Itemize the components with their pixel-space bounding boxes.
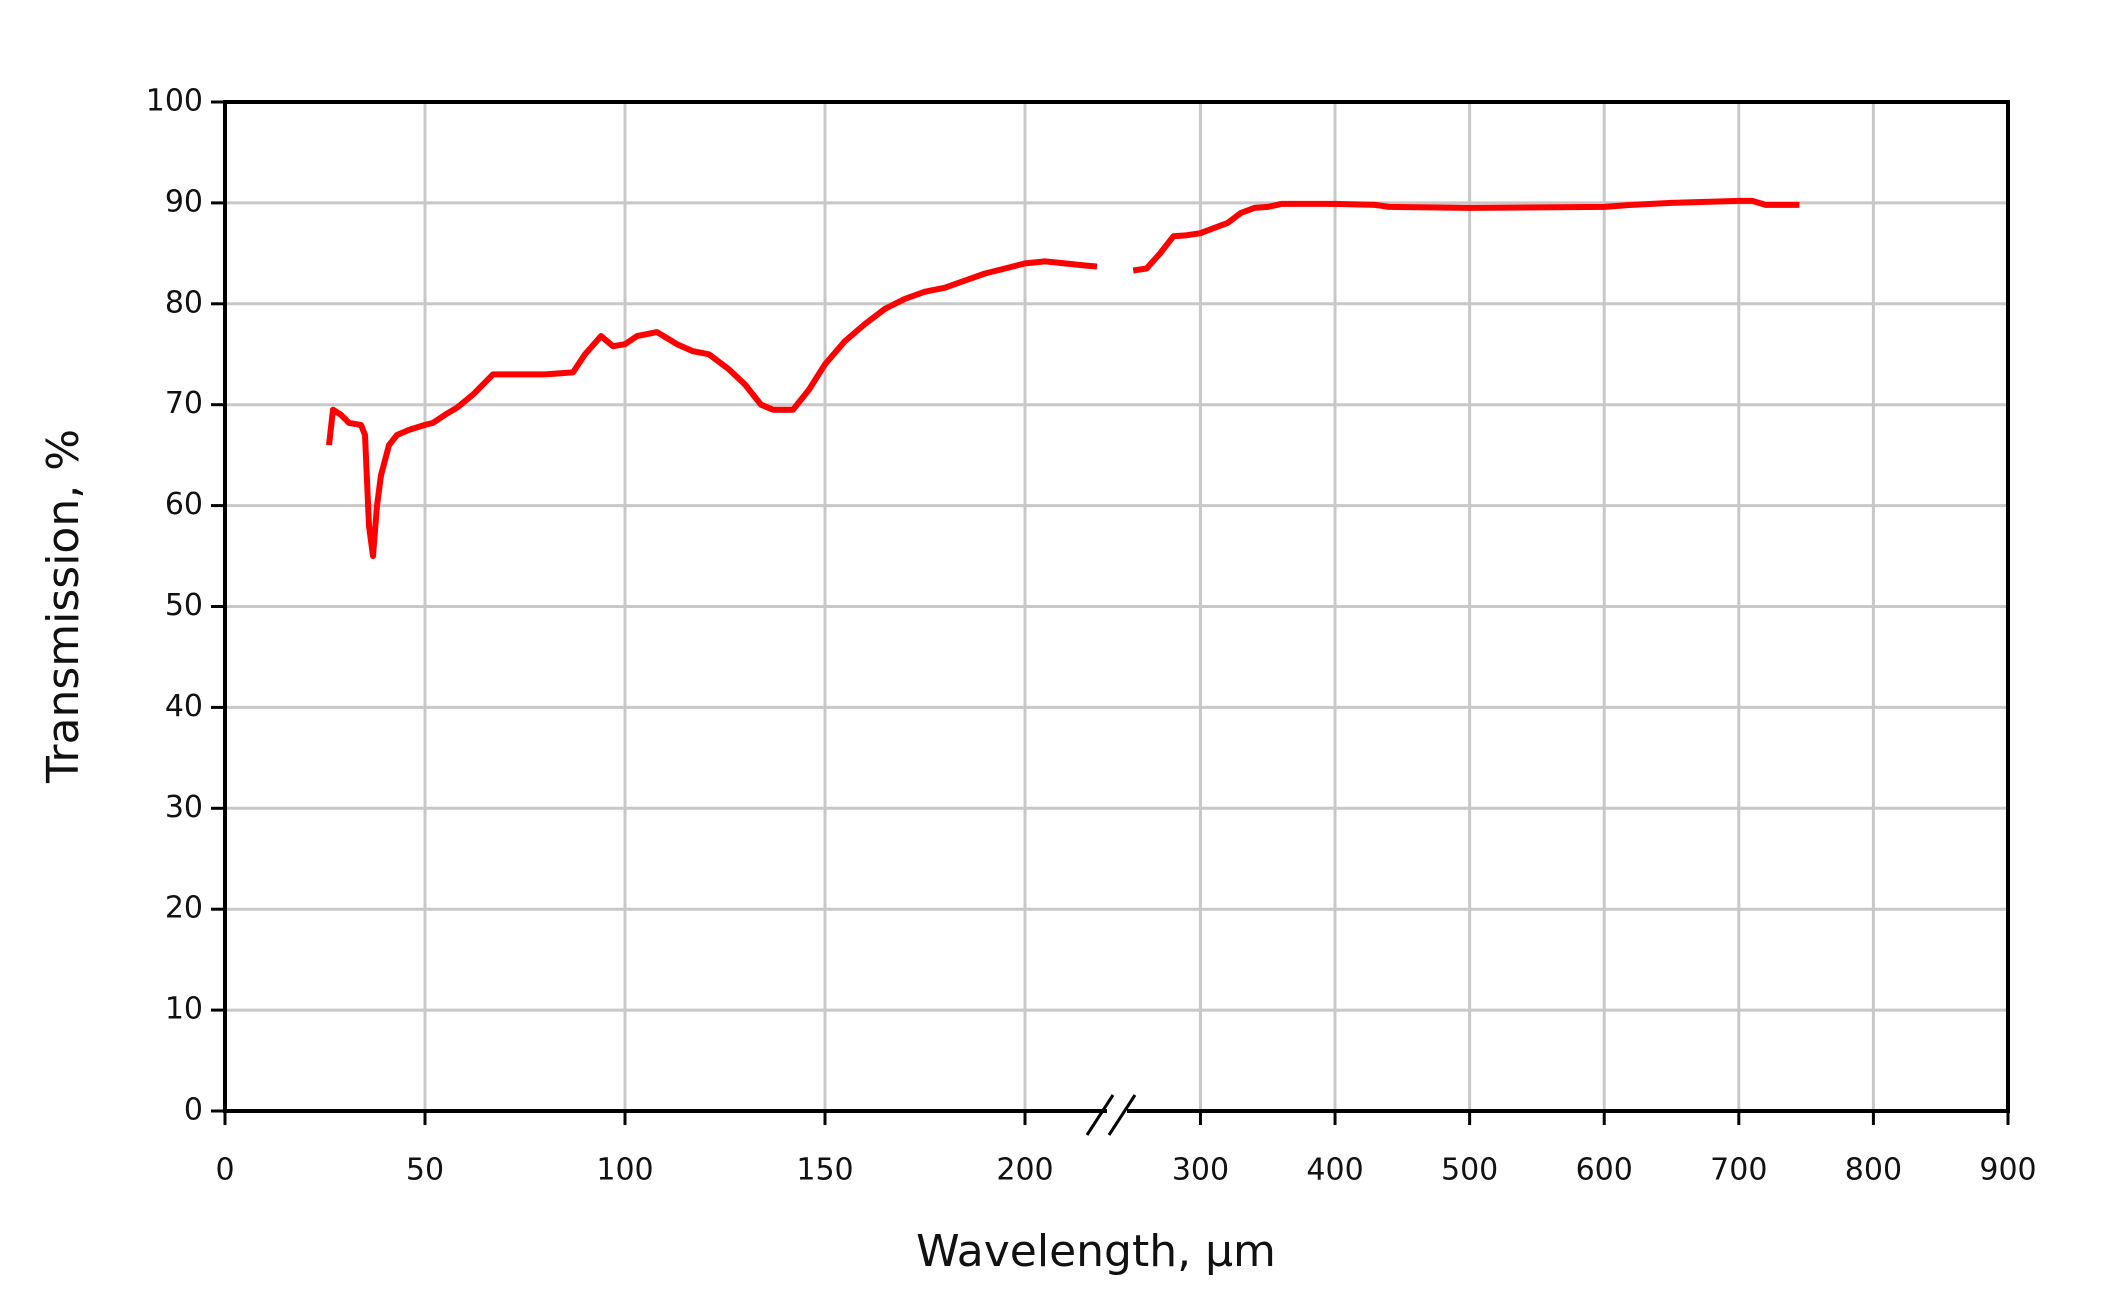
- grid: [211, 100, 2010, 1136]
- x-tick-label: 900: [1979, 1153, 2036, 1188]
- y-tick-label: 50: [165, 588, 203, 623]
- x-tick-label: 300: [1172, 1153, 1229, 1188]
- x-tick-label: 200: [996, 1153, 1053, 1188]
- x-tick-label: 800: [1845, 1153, 1902, 1188]
- x-tick-label: 50: [406, 1153, 444, 1188]
- y-tick-label: 100: [146, 84, 203, 119]
- y-tick-label: 30: [165, 790, 203, 825]
- y-tick-label: 0: [184, 1093, 203, 1128]
- axis-break: [1085, 1094, 1115, 1136]
- y-tick-label: 10: [165, 992, 203, 1027]
- axis-break: [1107, 1094, 1137, 1136]
- x-tick-label: 100: [596, 1153, 653, 1188]
- y-tick-label: 80: [165, 285, 203, 320]
- x-tick-label: 400: [1306, 1153, 1363, 1188]
- x-axis-title: Wavelength, µm: [916, 1226, 1276, 1277]
- y-axis-title: Transmission, %: [38, 429, 89, 784]
- x-tick-label: 600: [1576, 1153, 1633, 1188]
- x-tick-label: 150: [796, 1153, 853, 1188]
- y-tick-label: 20: [165, 891, 203, 926]
- plot-area: [326, 197, 1800, 559]
- x-tick-label: 0: [215, 1153, 234, 1188]
- y-tick-label: 60: [165, 487, 203, 522]
- data-line: [326, 258, 1098, 559]
- x-tick-label: 700: [1710, 1153, 1767, 1188]
- x-tick-label: 500: [1441, 1153, 1498, 1188]
- data-line: [1132, 197, 1800, 274]
- axis-break-gap: [1107, 1107, 1127, 1115]
- y-tick-label: 70: [165, 386, 203, 421]
- y-tick-label: 90: [165, 184, 203, 219]
- y-tick-label: 40: [165, 689, 203, 724]
